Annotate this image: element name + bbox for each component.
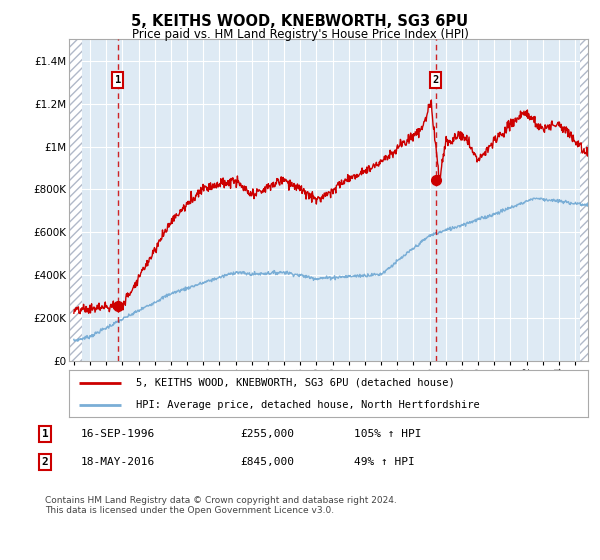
- Text: 18-MAY-2016: 18-MAY-2016: [81, 457, 155, 467]
- Text: 1: 1: [41, 429, 49, 439]
- Text: 2: 2: [433, 75, 439, 85]
- Text: Price paid vs. HM Land Registry's House Price Index (HPI): Price paid vs. HM Land Registry's House …: [131, 28, 469, 41]
- Text: 5, KEITHS WOOD, KNEBWORTH, SG3 6PU (detached house): 5, KEITHS WOOD, KNEBWORTH, SG3 6PU (deta…: [136, 378, 455, 388]
- Text: 105% ↑ HPI: 105% ↑ HPI: [354, 429, 421, 439]
- Text: 1: 1: [115, 75, 121, 85]
- Text: Contains HM Land Registry data © Crown copyright and database right 2024.
This d: Contains HM Land Registry data © Crown c…: [45, 496, 397, 515]
- Text: 5, KEITHS WOOD, KNEBWORTH, SG3 6PU: 5, KEITHS WOOD, KNEBWORTH, SG3 6PU: [131, 14, 469, 29]
- Text: £845,000: £845,000: [240, 457, 294, 467]
- Text: 49% ↑ HPI: 49% ↑ HPI: [354, 457, 415, 467]
- Text: 2: 2: [41, 457, 49, 467]
- Text: 16-SEP-1996: 16-SEP-1996: [81, 429, 155, 439]
- Text: £255,000: £255,000: [240, 429, 294, 439]
- Text: HPI: Average price, detached house, North Hertfordshire: HPI: Average price, detached house, Nort…: [136, 400, 480, 410]
